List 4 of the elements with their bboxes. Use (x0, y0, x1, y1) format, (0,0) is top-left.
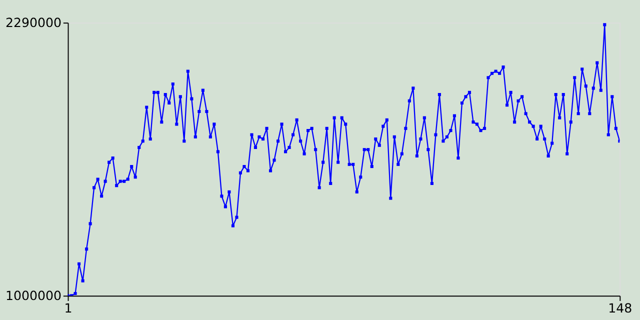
x-tick-label: 1 (64, 300, 72, 316)
y-tick-label: 2290000 (5, 14, 62, 30)
x-tick-label: 148 (608, 300, 632, 316)
y-tick-label: 1000000 (5, 288, 62, 303)
